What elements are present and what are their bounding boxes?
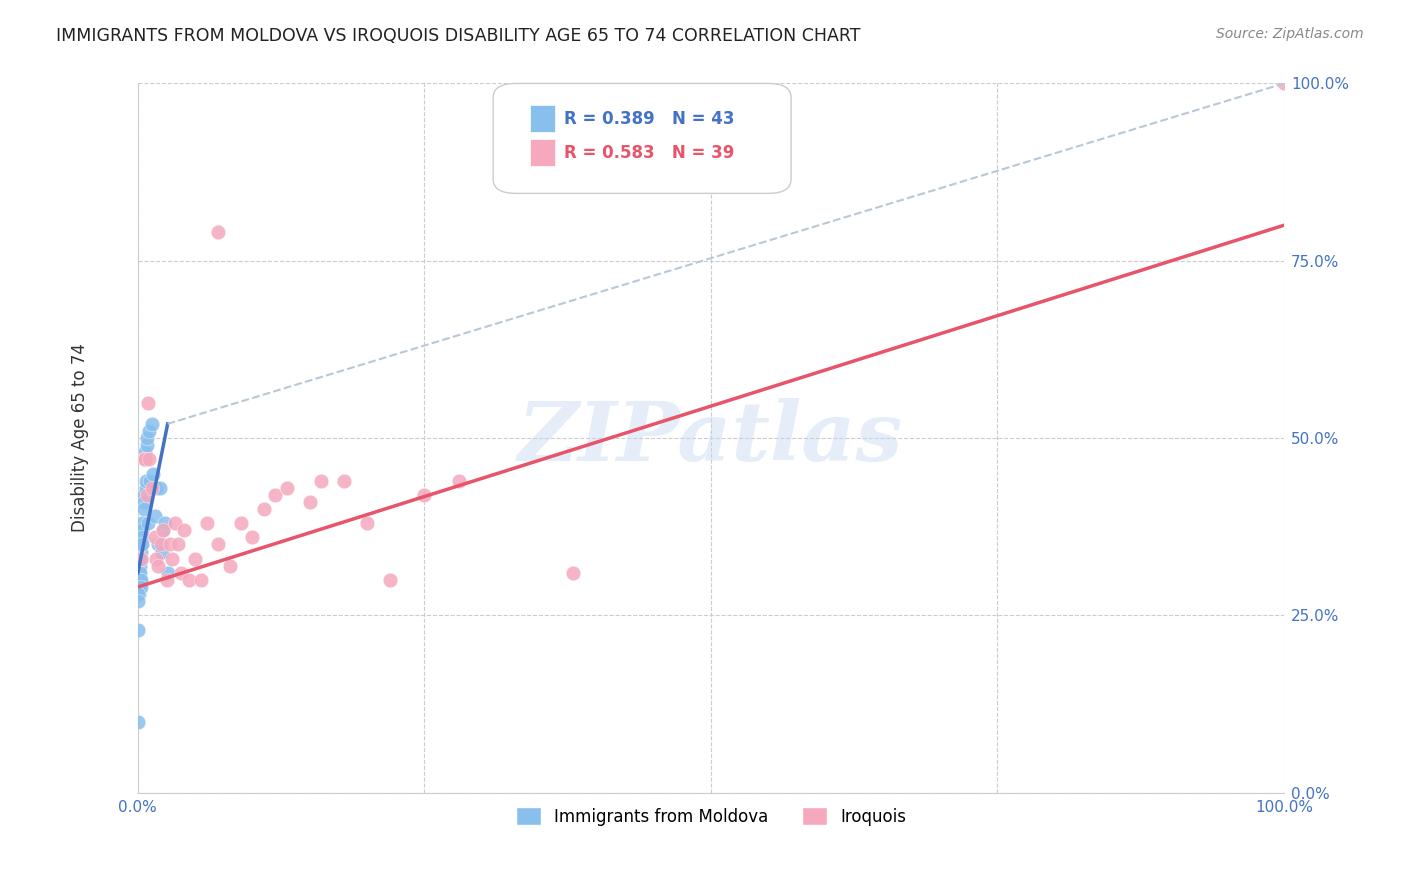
Point (129, 573, 152, 587)
Point (129, 551, 152, 566)
Point (149, 481, 172, 495)
Point (155, 573, 177, 587)
Legend: Immigrants from Moldova, Iroquois: Immigrants from Moldova, Iroquois (508, 799, 914, 834)
Point (253, 502, 276, 516)
Point (141, 481, 163, 495)
Point (229, 516, 252, 530)
Point (155, 516, 177, 530)
Point (562, 566, 585, 580)
Point (134, 452, 156, 467)
Point (167, 537, 190, 551)
Point (276, 481, 298, 495)
Point (179, 573, 201, 587)
Point (132, 488, 155, 502)
Point (218, 558, 240, 573)
Point (128, 566, 150, 580)
Point (264, 488, 287, 502)
Point (148, 537, 170, 551)
Point (138, 452, 160, 467)
Text: R = 0.583   N = 39: R = 0.583 N = 39 (564, 144, 734, 162)
Point (163, 516, 186, 530)
Point (136, 488, 159, 502)
Point (173, 523, 195, 537)
Point (131, 523, 153, 537)
Text: R = 0.389   N = 43: R = 0.389 N = 43 (564, 110, 735, 128)
Point (134, 452, 156, 467)
Point (134, 445, 156, 459)
Point (136, 516, 159, 530)
Point (132, 502, 155, 516)
Point (149, 537, 172, 551)
Point (128, 580, 150, 594)
Point (139, 474, 162, 488)
Point (129, 551, 152, 566)
Point (127, 594, 149, 608)
Point (129, 537, 152, 551)
Point (447, 474, 470, 488)
Point (128, 587, 150, 601)
Point (145, 481, 167, 495)
Point (170, 566, 193, 580)
Point (333, 474, 356, 488)
Point (184, 551, 207, 566)
Point (129, 566, 152, 580)
FancyBboxPatch shape (494, 84, 792, 194)
Point (129, 544, 152, 558)
Point (160, 551, 183, 566)
Point (129, 580, 152, 594)
Y-axis label: Disability Age 65 to 74: Disability Age 65 to 74 (72, 343, 89, 533)
Point (152, 523, 174, 537)
Point (142, 467, 165, 481)
Point (207, 226, 229, 240)
Point (156, 566, 179, 580)
Point (136, 431, 159, 445)
Point (135, 481, 157, 495)
Point (195, 516, 218, 530)
Point (131, 516, 153, 530)
Point (150, 544, 173, 558)
Text: IMMIGRANTS FROM MOLDOVA VS IROQUOIS DISABILITY AGE 65 TO 74 CORRELATION CHART: IMMIGRANTS FROM MOLDOVA VS IROQUOIS DISA… (56, 27, 860, 45)
Point (132, 495, 155, 509)
Point (127, 587, 149, 601)
Point (136, 395, 159, 409)
Point (129, 551, 152, 566)
Text: ZIPatlas: ZIPatlas (519, 398, 904, 478)
Point (207, 537, 229, 551)
Point (141, 417, 163, 431)
Text: Source: ZipAtlas.com: Source: ZipAtlas.com (1216, 27, 1364, 41)
Point (129, 573, 152, 587)
Point (309, 474, 332, 488)
Point (129, 558, 152, 573)
Point (356, 516, 378, 530)
Point (298, 495, 321, 509)
Point (242, 530, 264, 544)
Point (132, 452, 155, 467)
FancyBboxPatch shape (530, 139, 555, 166)
Point (138, 424, 160, 438)
Point (148, 558, 170, 573)
Point (1272, 77, 1295, 91)
Point (378, 573, 401, 587)
Point (143, 509, 166, 524)
Point (413, 488, 436, 502)
Point (131, 530, 153, 544)
Point (145, 551, 167, 566)
Point (159, 537, 181, 551)
Point (127, 623, 149, 637)
Point (127, 714, 149, 729)
Point (143, 530, 166, 544)
Point (131, 537, 153, 551)
Point (135, 474, 157, 488)
FancyBboxPatch shape (530, 104, 555, 132)
Point (190, 573, 212, 587)
Point (152, 523, 174, 537)
Point (128, 573, 150, 587)
Point (136, 438, 159, 452)
